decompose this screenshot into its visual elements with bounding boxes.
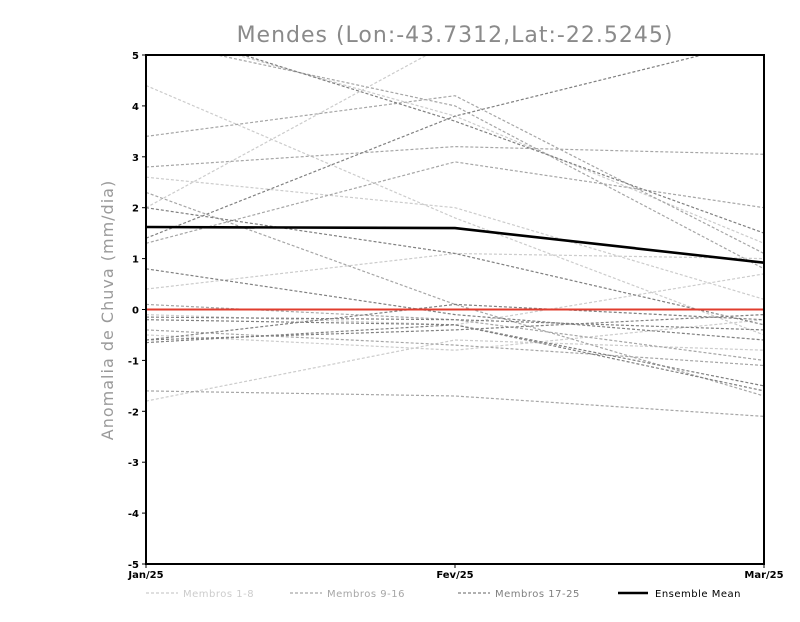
member-line-8 xyxy=(234,55,764,244)
legend-label: Membros 17-25 xyxy=(495,589,580,600)
member-line-2 xyxy=(146,55,429,209)
y-axis-label: Anomalia de Chuva (mm/dia) xyxy=(98,180,117,440)
legend-label: Ensemble Mean xyxy=(655,589,741,600)
y-tick-label: 1 xyxy=(132,255,139,266)
member-line-15 xyxy=(146,303,764,361)
y-tick-label: -5 xyxy=(128,560,139,571)
y-tick-label: -3 xyxy=(128,458,139,469)
member-line-9 xyxy=(146,95,764,255)
member-line-18 xyxy=(146,207,764,326)
x-axis-ticks: Jan/25 Fev/25 Mar/25 xyxy=(127,564,784,581)
member-line-10 xyxy=(146,145,764,168)
member-line-13 xyxy=(146,329,764,367)
legend-label: Membros 9-16 xyxy=(327,589,405,600)
y-axis-ticks: -5 -4 -3 -2 -1 0 1 2 3 4 5 xyxy=(128,51,146,571)
y-tick-label: 2 xyxy=(132,204,139,215)
member-line-20 xyxy=(146,319,764,387)
y-tick-label: -4 xyxy=(128,509,139,520)
y-tick-label: -1 xyxy=(128,356,139,367)
y-tick-label: 4 xyxy=(132,102,139,113)
y-tick-label: 0 xyxy=(132,306,139,317)
member-line-19 xyxy=(146,268,764,341)
y-tick-label: -2 xyxy=(128,407,139,418)
member-line-23 xyxy=(241,55,764,234)
member-line-5 xyxy=(146,273,764,326)
series-layer xyxy=(146,55,764,417)
x-tick-label: Mar/25 xyxy=(744,570,783,581)
member-line-24 xyxy=(146,314,764,341)
x-tick-label: Fev/25 xyxy=(436,570,473,581)
ensemble-mean-layer xyxy=(146,225,764,264)
x-tick-label: Jan/25 xyxy=(127,570,163,581)
y-tick-label: 5 xyxy=(132,51,139,62)
member-line-21 xyxy=(146,303,764,341)
ensemble-mean-line xyxy=(146,225,764,264)
member-line-22 xyxy=(146,55,705,239)
member-line-3 xyxy=(146,176,764,300)
y-tick-label: 3 xyxy=(132,153,139,164)
member-line-11 xyxy=(146,191,764,397)
member-line-25 xyxy=(146,316,764,331)
member-line-1 xyxy=(146,84,764,336)
legend-label: Membros 1-8 xyxy=(183,589,254,600)
legend: Membros 1-8 Membros 9-16 Membros 17-25 Ense… xyxy=(146,589,741,600)
member-line-12 xyxy=(146,161,764,244)
member-line-17 xyxy=(146,324,764,392)
member-line-7 xyxy=(146,319,764,351)
chart-title: Mendes (Lon:-43.7312,Lat:-22.5245) xyxy=(237,23,674,48)
member-line-14 xyxy=(146,390,764,417)
member-line-16 xyxy=(214,55,764,270)
